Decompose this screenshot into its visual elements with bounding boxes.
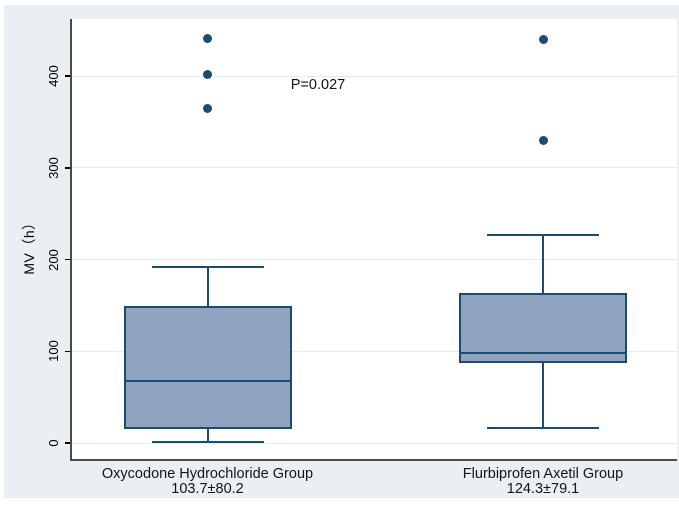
y-axis-title: MV（h）: [21, 215, 37, 275]
p-value-annotation: P=0.027: [290, 77, 346, 93]
